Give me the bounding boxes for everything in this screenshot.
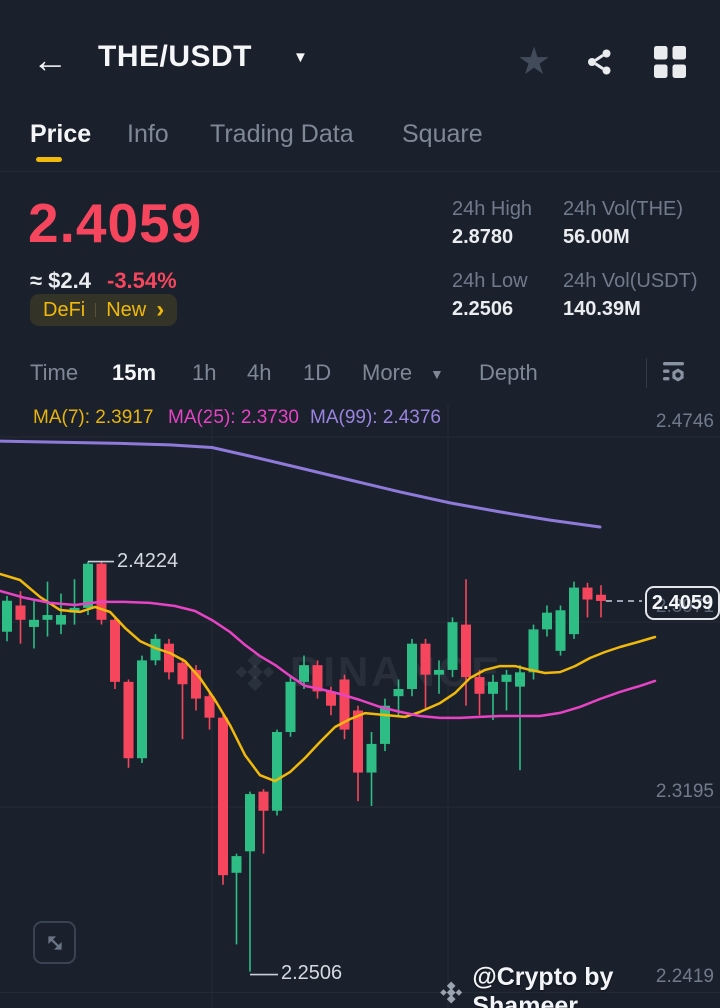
tag-divider xyxy=(95,303,97,317)
credit-watermark: @Crypto by Shameer xyxy=(438,963,720,1008)
active-tab-underline xyxy=(36,157,62,162)
binance-watermark: BINANCE xyxy=(232,648,502,696)
binance-logo-icon xyxy=(235,652,275,692)
interval-more[interactable]: More xyxy=(362,360,413,385)
tab-trading-data[interactable]: Trading Data xyxy=(210,120,354,148)
stat-low-value: 2.2506 xyxy=(452,298,514,320)
price-change-percent: -3.54% xyxy=(107,268,177,293)
credit-text: @Crypto by Shameer xyxy=(472,963,614,1008)
ma7-legend: MA(7): 2.3917 xyxy=(33,407,154,428)
chevron-right-icon: › xyxy=(156,296,165,323)
depth-button[interactable]: Depth xyxy=(479,360,538,385)
tag-new: New xyxy=(106,298,147,321)
axis-label-1: 2.4746 xyxy=(655,411,714,432)
axis-label-4: 2.2419 xyxy=(655,966,714,987)
binance-logo-icon xyxy=(440,981,463,1003)
stat-vol-base-value: 56.00M xyxy=(563,226,630,248)
fullscreen-button[interactable] xyxy=(33,921,76,964)
back-arrow-icon: ← xyxy=(32,39,68,80)
pair-caret-down-icon[interactable]: ▼ xyxy=(293,49,308,66)
tab-info[interactable]: Info xyxy=(127,120,169,148)
stat-high-value: 2.8780 xyxy=(452,226,514,248)
axis-label-2: 2.3971 xyxy=(655,596,714,617)
tag-defi: DeFi xyxy=(43,298,86,321)
toolbar-divider xyxy=(646,358,647,388)
stat-high-label: 24h High xyxy=(452,198,533,220)
grid-menu-button[interactable] xyxy=(650,42,690,82)
interval-time[interactable]: Time xyxy=(30,360,79,385)
stat-vol-quote-label: 24h Vol(USDT) xyxy=(563,270,698,292)
share-icon xyxy=(588,49,611,75)
share-button[interactable] xyxy=(580,42,620,82)
interval-1h[interactable]: 1h xyxy=(192,360,217,385)
page-title[interactable]: THE/USDT xyxy=(98,40,252,73)
last-price: 2.4059 xyxy=(28,192,203,254)
token-tags-badge[interactable]: DeFi New › xyxy=(30,294,178,326)
fiat-price: ≈ $2.4 xyxy=(30,268,92,293)
grid-icon xyxy=(654,46,686,78)
interval-4h[interactable]: 4h xyxy=(247,360,272,385)
indicator-settings-button[interactable] xyxy=(656,356,690,388)
tab-price[interactable]: Price xyxy=(30,120,92,148)
interval-15m[interactable]: 15m xyxy=(112,360,157,385)
back-button[interactable]: ← xyxy=(28,38,72,82)
ma99-legend: MA(99): 2.4376 xyxy=(310,407,441,428)
expand-icon xyxy=(47,935,62,950)
stat-vol-quote-value: 140.39M xyxy=(563,298,641,320)
favorite-star-icon[interactable]: ★ xyxy=(516,41,552,83)
watermark-text: BINANCE xyxy=(290,648,503,695)
tabs-divider xyxy=(0,171,720,172)
current-price-tag: 2.4059 xyxy=(645,586,720,620)
low-annotation: 2.2506 xyxy=(281,962,343,984)
stat-vol-base-label: 24h Vol(THE) xyxy=(563,198,684,220)
indicator-settings-icon xyxy=(662,361,684,381)
stat-low-label: 24h Low xyxy=(452,270,528,292)
tab-square[interactable]: Square xyxy=(402,120,483,148)
ma25-legend: MA(25): 2.3730 xyxy=(168,407,299,428)
more-caret-down-icon[interactable]: ▼ xyxy=(430,366,444,382)
high-annotation: 2.4224 xyxy=(117,550,179,572)
interval-1d[interactable]: 1D xyxy=(303,360,332,385)
axis-label-3: 2.3195 xyxy=(655,781,714,802)
